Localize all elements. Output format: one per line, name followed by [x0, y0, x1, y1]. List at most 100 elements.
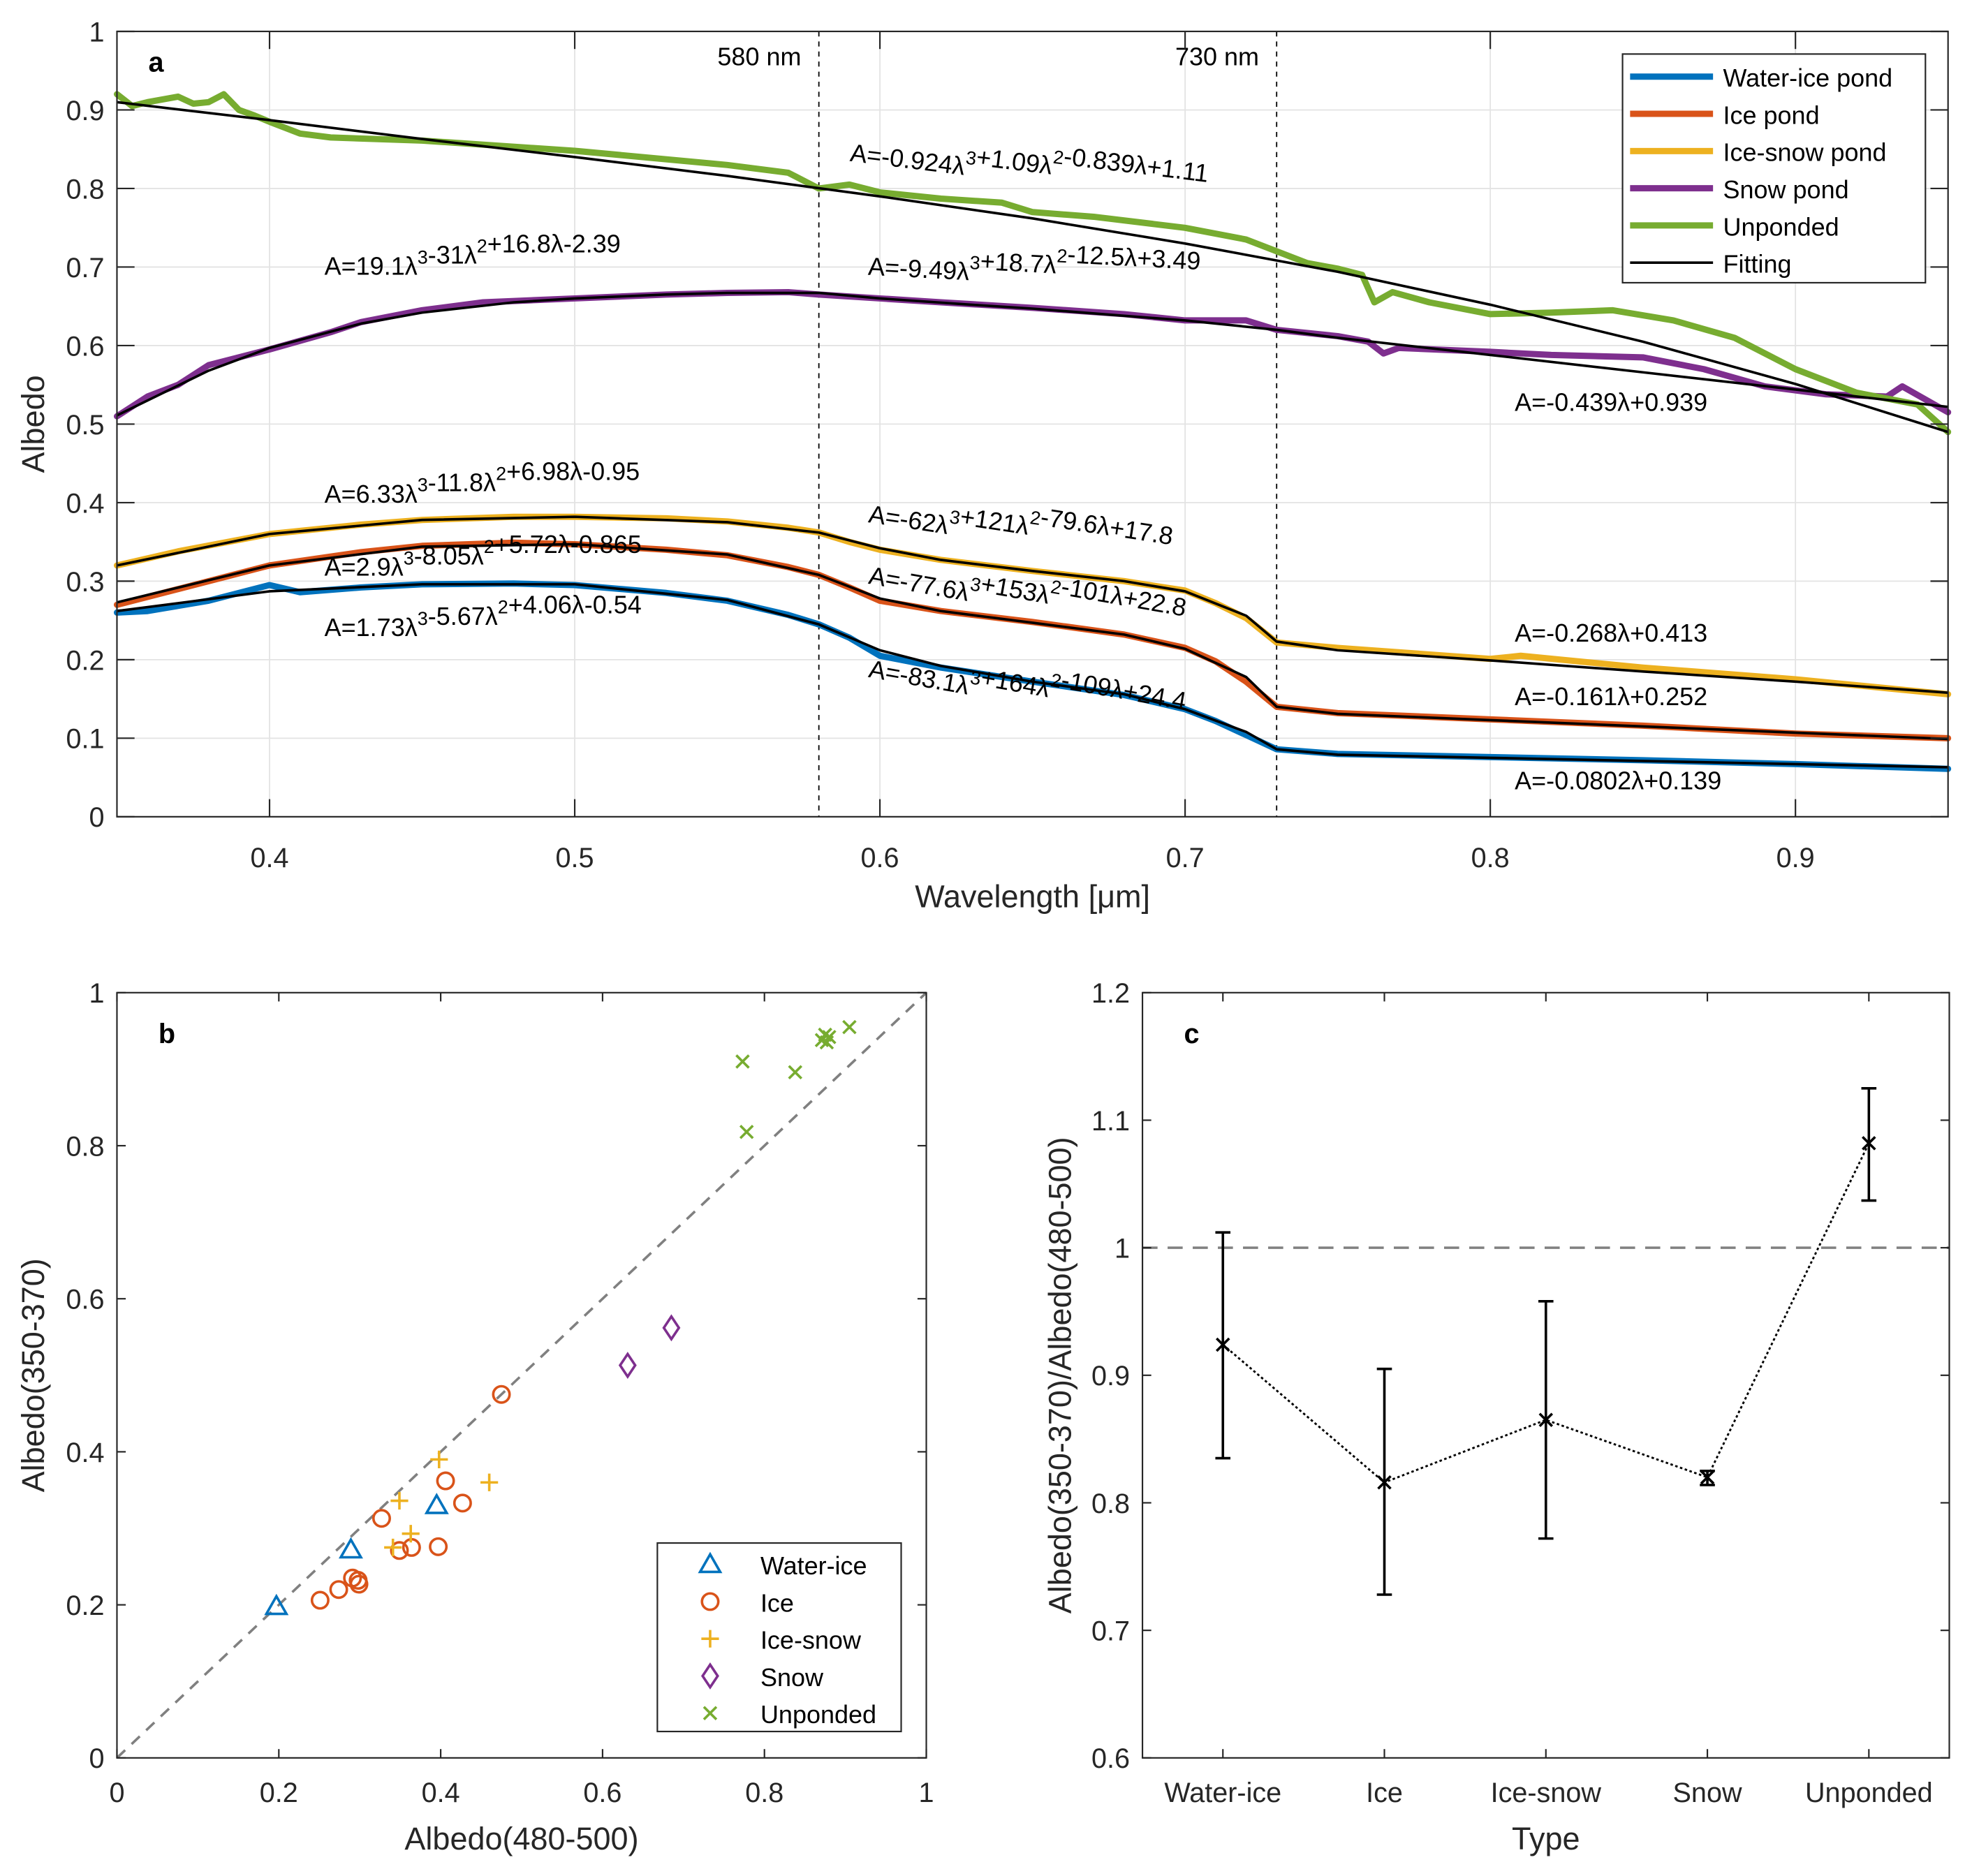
- x-tick-label: 0.9: [1776, 843, 1815, 873]
- legend-label: Snow: [760, 1663, 824, 1692]
- x-axis-title: Albedo(480-500): [404, 1821, 638, 1856]
- fit-line: [117, 101, 1949, 434]
- errorbar-ice-snow: [1538, 1300, 1554, 1540]
- data-point-ice-snow: [430, 1450, 448, 1468]
- fit-equation-label: A=2.9λ3-8.05λ2+5.72λ-0.865: [325, 530, 642, 581]
- legend-marker: [698, 1551, 723, 1574]
- errorbar-snow: [1700, 1470, 1715, 1486]
- x-tick-label: 0.8: [1471, 843, 1510, 873]
- data-point-ice: [390, 1541, 409, 1560]
- x-tick-label: Ice-snow: [1491, 1778, 1602, 1808]
- data-point-ice-snow: [402, 1525, 420, 1543]
- y-tick-label: 1: [89, 978, 104, 1009]
- fit-equation-label: A=1.73λ3-5.67λ2+4.06λ-0.54: [325, 591, 642, 642]
- plus-mark: [430, 1450, 448, 1468]
- panel-label: a: [148, 47, 164, 78]
- data-point-water-ice: [424, 1493, 449, 1514]
- data-point-ice: [429, 1537, 448, 1556]
- x-axis-title: Wavelength [μm]: [915, 878, 1150, 914]
- y-tick-label: 0.2: [66, 1590, 104, 1621]
- y-tick-label: 0.6: [66, 331, 104, 362]
- axes-box: [116, 991, 927, 1759]
- y-tick-label: 0.6: [66, 1285, 104, 1315]
- x-mark: [788, 1065, 803, 1080]
- x-tick-label: 0: [109, 1778, 124, 1808]
- x-tick-label: 0.7: [1166, 843, 1205, 873]
- mean-marker: [1215, 1337, 1230, 1352]
- errorbar-water-ice: [1215, 1231, 1231, 1460]
- data-point-snow: [662, 1314, 681, 1342]
- panel-b: 0 0.2 0.4 0.6 0.8 1 0 0.2 0.4 0.6 0.8 1 Albedo(480-5…: [15, 978, 934, 1856]
- legend-label: Fitting: [1723, 250, 1792, 279]
- y-tick-label: 0.7: [66, 253, 104, 283]
- y-tick-label: 1.1: [1091, 1106, 1130, 1137]
- x-tick-label: 0.4: [250, 843, 288, 873]
- data-point-unponded: [788, 1065, 803, 1080]
- mean-marker: [1377, 1475, 1392, 1490]
- y-axis-title: Albedo(350-370)/Albedo(480-500): [1042, 1137, 1077, 1613]
- x-mark: [822, 1030, 837, 1044]
- plus-mark: [701, 1630, 719, 1648]
- legend-label: Unponded: [760, 1700, 876, 1729]
- x-tick-label: 0.2: [260, 1778, 298, 1808]
- x-tick-label: 0.5: [556, 843, 594, 873]
- legend-label: Ice-snow: [760, 1626, 862, 1655]
- fit-line: [117, 583, 1948, 769]
- x-tick-label: Snow: [1673, 1778, 1742, 1808]
- fit-line: [117, 515, 1948, 694]
- legend-label: Ice-snow pond: [1723, 138, 1887, 167]
- data-point-snow: [618, 1352, 637, 1379]
- panel-label: b: [159, 1019, 175, 1049]
- data-point-ice-snow: [480, 1473, 499, 1491]
- data-point-water-ice: [338, 1537, 363, 1559]
- y-tick-label: 0.1: [66, 724, 104, 755]
- x-tick-label: 0.4: [422, 1778, 460, 1808]
- data-point-ice: [492, 1384, 511, 1404]
- x-tick-label: 1: [919, 1778, 934, 1808]
- panel-c: Water-ice Ice Ice-snow Snow Unponded 0.6 0.7 0.…: [1042, 978, 1950, 1856]
- x-tick-label: Ice: [1366, 1778, 1403, 1808]
- y-tick-label: 0: [89, 1743, 104, 1774]
- legend-label: Water-ice: [760, 1551, 867, 1580]
- data-point-unponded: [735, 1054, 750, 1069]
- data-point-unponded: [739, 1124, 754, 1139]
- series-line-unponded: [113, 91, 1952, 436]
- y-tick-label: 0.9: [66, 96, 104, 126]
- y-tick-label: 1: [1114, 1234, 1130, 1264]
- mean-marker: [1862, 1136, 1876, 1151]
- data-point-ice: [349, 1574, 369, 1594]
- y-tick-label: 0.7: [1091, 1616, 1130, 1647]
- y-tick-label: 1: [89, 17, 104, 47]
- data-point-ice: [452, 1493, 472, 1513]
- x-tick-label: 0.6: [861, 843, 899, 873]
- y-tick-label: 0.8: [66, 174, 104, 205]
- y-tick-label: 0.3: [66, 567, 104, 598]
- y-tick-label: 0.4: [66, 1438, 104, 1468]
- legend-marker: [700, 1662, 719, 1690]
- fit-equation-label: A=19.1λ3-31λ2+16.8λ-2.39: [325, 229, 621, 280]
- legend: Water-ice pond Ice pond Ice-snow pond Snow …: [1621, 53, 1927, 284]
- fit-line: [117, 542, 1948, 741]
- vline-label: 730 nm: [1175, 43, 1259, 71]
- legend-box: [1621, 53, 1927, 284]
- x-tick-label: Water-ice: [1164, 1778, 1281, 1808]
- data-point-ice: [310, 1590, 330, 1610]
- legend-label: Ice pond: [1723, 101, 1820, 129]
- mean-marker: [1700, 1470, 1715, 1485]
- errorbar-unponded: [1861, 1086, 1877, 1202]
- x-tick-label: 0.8: [745, 1778, 783, 1808]
- x-mark: [842, 1019, 857, 1035]
- errorbar-ice: [1376, 1367, 1392, 1596]
- vline-label: 580 nm: [717, 43, 801, 71]
- plus-mark: [390, 1491, 409, 1510]
- x-mark: [739, 1124, 754, 1139]
- data-point-water-ice: [264, 1593, 289, 1616]
- panel-a: 580 nm 730 nm 0.4 0.5 0.6 0.7 0.8 0.9 0 0.1 0.2 0.3…: [15, 17, 1952, 914]
- fit-equation-label: A=-0.161λ+0.252: [1515, 682, 1707, 711]
- one-to-one-line: [116, 991, 927, 1759]
- legend: Water-ice Ice Ice-snow Snow Unponded: [656, 1542, 902, 1733]
- plus-mark: [402, 1525, 420, 1543]
- x-mark: [735, 1054, 750, 1069]
- y-tick-label: 0.2: [66, 645, 104, 676]
